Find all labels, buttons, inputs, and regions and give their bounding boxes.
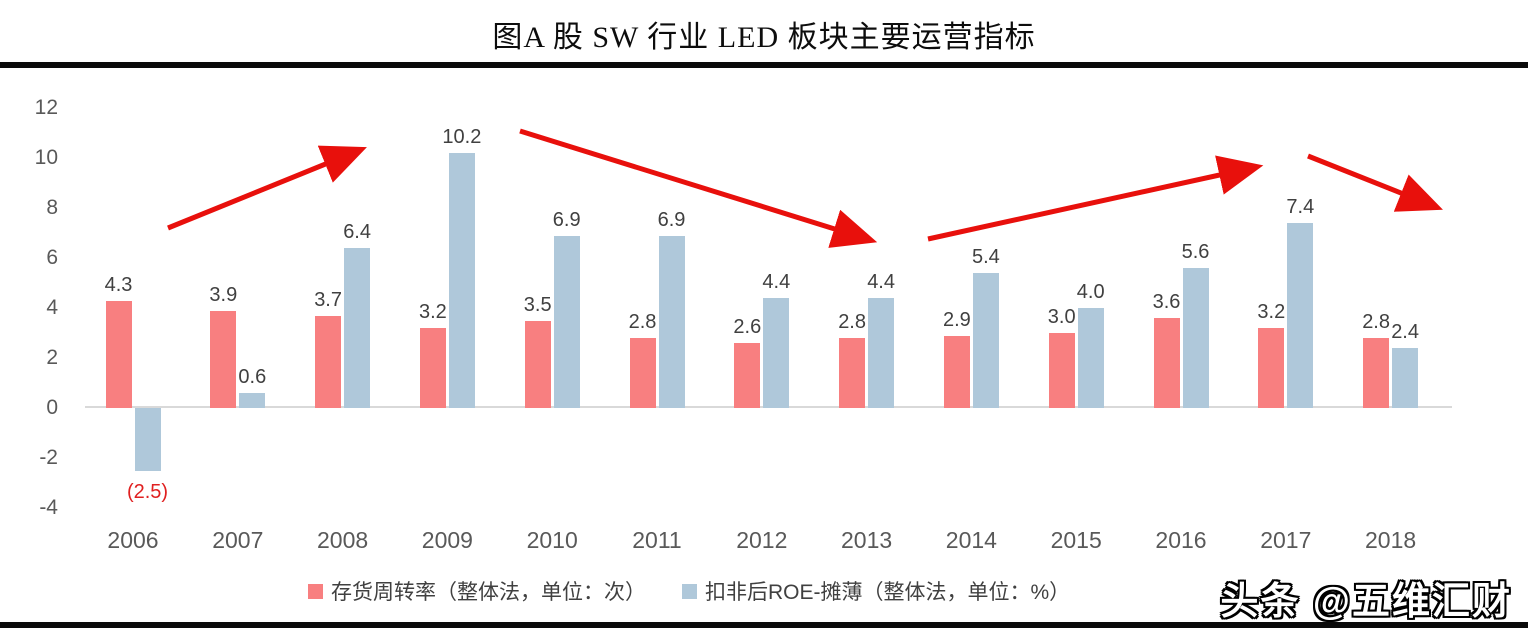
y-axis-tick-label: 12 [34, 96, 58, 119]
bar-value-label: 2.8 [1362, 311, 1390, 333]
x-axis-year-label: 2009 [421, 527, 473, 553]
inventory-turnover-bar-2014 [943, 335, 970, 408]
inventory-turnover-bar-2015 [1048, 333, 1075, 408]
x-axis-year-label: 2008 [317, 527, 369, 553]
y-axis-tick-label: -4 [39, 496, 58, 519]
trend-arrow-3 [927, 155, 1264, 242]
roe-bar-2011 [658, 235, 685, 408]
bar-value-label: 3.5 [523, 293, 552, 316]
roe-bar-2009 [448, 153, 475, 408]
roe-bar-2015 [1077, 308, 1104, 408]
inventory-turnover-bar-2011 [629, 338, 656, 408]
y-axis-tick-label: 8 [46, 196, 58, 219]
chart-title: 图A 股 SW 行业 LED 板块主要运营指标 [492, 21, 1036, 54]
bar-value-label: (2.5) [126, 480, 169, 503]
legend-item-inventory-turnover: 存货周转率（整体法，单位：次） [308, 576, 646, 606]
inventory-turnover-bar-2012 [734, 343, 761, 408]
bar-value-label: 3.7 [314, 288, 342, 311]
bar-value-label: 6.9 [552, 208, 581, 231]
bar-value-label: 5.4 [971, 246, 1000, 268]
y-axis-tick-label: 2 [46, 346, 58, 369]
bar-value-label: 4.4 [867, 271, 895, 293]
x-axis-year-label: 2014 [945, 527, 997, 553]
x-axis-year-label: 2012 [736, 527, 788, 553]
bar-value-label: 4.4 [762, 271, 791, 293]
y-axis-tick-label: 4 [46, 296, 58, 319]
roe-bar-2018 [1392, 348, 1419, 408]
bar-value-label: 4.3 [104, 273, 133, 296]
top-divider-rule [0, 62, 1528, 68]
bar-value-label: 4.0 [1076, 281, 1105, 303]
x-axis-year-label: 2013 [841, 527, 893, 553]
roe-bar-2007 [239, 393, 266, 408]
legend-item-roe: 扣非后ROE-摊薄（整体法，单位：%） [682, 576, 1070, 606]
x-axis-year-label: 2006 [107, 527, 159, 553]
bar-value-label: 0.6 [238, 366, 267, 388]
blue-square-icon [682, 583, 697, 599]
trend-arrow-1 [167, 145, 367, 231]
bottom-divider-rule [0, 622, 1528, 628]
roe-bar-2006 [134, 408, 161, 471]
bar-value-label: 2.8 [628, 311, 657, 333]
x-axis-year-label: 2011 [632, 527, 682, 553]
x-axis-year-label: 2016 [1155, 527, 1207, 553]
roe-bar-2017 [1287, 223, 1314, 408]
inventory-turnover-bar-2010 [524, 320, 551, 408]
inventory-turnover-bar-2006 [105, 300, 132, 408]
inventory-turnover-bar-2008 [315, 315, 342, 408]
legend-label: 存货周转率（整体法，单位：次） [331, 581, 646, 604]
watermark-toutiao: 头条 @五维汇财 [1220, 581, 1512, 623]
roe-bar-2010 [553, 235, 580, 408]
inventory-turnover-bar-2018 [1363, 338, 1390, 408]
x-axis-year-label: 2015 [1050, 527, 1102, 553]
bar-value-label: 2.8 [838, 311, 866, 333]
bar-value-label: 5.6 [1181, 241, 1210, 263]
y-axis-tick-label: 0 [46, 396, 58, 419]
bar-value-label: 6.9 [657, 208, 686, 231]
x-axis-year-label: 2018 [1365, 527, 1417, 553]
bar-value-label: 7.4 [1286, 196, 1315, 218]
inventory-turnover-bar-2007 [210, 310, 237, 408]
roe-bar-2016 [1182, 268, 1209, 408]
roe-bar-2014 [972, 273, 999, 408]
bar-value-label: 3.2 [418, 301, 447, 323]
x-axis-year-label: 2017 [1260, 527, 1312, 553]
bar-value-label: 3.2 [1257, 301, 1286, 323]
x-axis-year-label: 2010 [526, 527, 578, 553]
x-axis-year-label: 2007 [212, 527, 264, 553]
legend-label: 扣非后ROE-摊薄（整体法，单位：%） [705, 581, 1071, 604]
roe-bar-2012 [763, 298, 790, 408]
bar-value-label: 2.9 [942, 308, 971, 331]
bar-value-label: 3.9 [209, 283, 238, 306]
bar-value-label: 10.2 [442, 126, 482, 148]
inventory-turnover-bar-2017 [1258, 328, 1285, 408]
inventory-turnover-bar-2016 [1153, 318, 1180, 408]
roe-bar-2008 [344, 248, 371, 408]
y-axis-tick-label: -2 [39, 446, 58, 469]
bar-value-label: 6.4 [343, 221, 371, 243]
inventory-turnover-bar-2013 [839, 338, 866, 408]
pink-square-icon [308, 583, 323, 599]
bar-value-label: 2.4 [1391, 321, 1419, 343]
chart-legend: 存货周转率（整体法，单位：次） 扣非后ROE-摊薄（整体法，单位：%） [308, 576, 1070, 606]
bar-value-label: 3.0 [1047, 306, 1076, 328]
y-axis-tick-label: 10 [34, 146, 58, 169]
y-axis-tick-label: 6 [46, 246, 58, 269]
roe-bar-2013 [868, 298, 895, 408]
inventory-turnover-bar-2009 [419, 328, 446, 408]
bar-value-label: 3.6 [1152, 291, 1181, 313]
bar-value-label: 2.6 [733, 316, 762, 338]
